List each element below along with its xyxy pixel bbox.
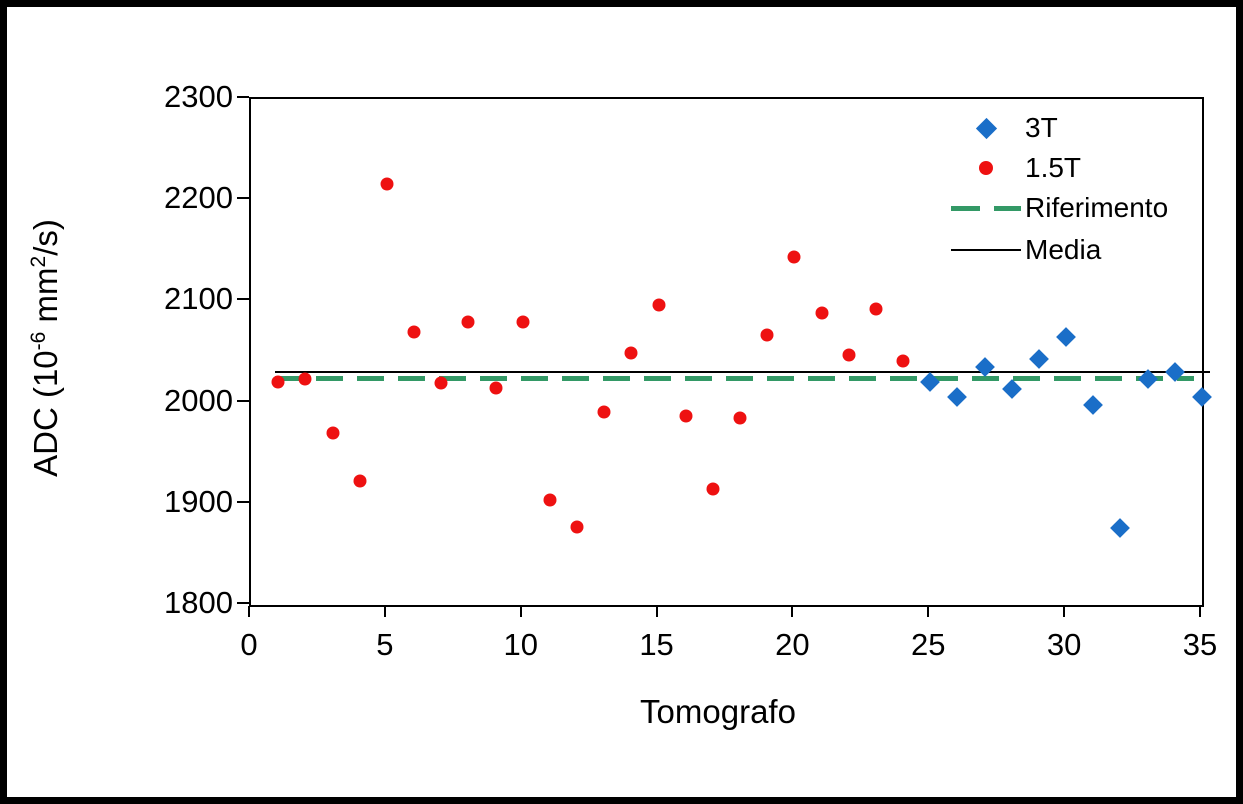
point-1-5t [679, 409, 693, 423]
legend-swatch-3t [951, 108, 1021, 148]
legend-swatch-riferimento [951, 188, 1021, 228]
point-1-5t [326, 426, 339, 440]
y-axis-title-suffix: /s) [27, 219, 64, 256]
point-1-5t [624, 346, 638, 360]
point-1-5t [407, 325, 421, 339]
x-tick-mark [655, 606, 658, 617]
x-tick-label: 30 [1046, 627, 1082, 662]
x-tick-label: 25 [911, 627, 946, 662]
point-3t [1056, 326, 1077, 347]
point-1-5t [787, 250, 801, 264]
y-tick-mark [237, 602, 249, 604]
x-tick-label: 20 [775, 627, 810, 662]
point-1-5t [706, 482, 720, 496]
point-3t [947, 386, 968, 407]
y-axis-title-unit: mm [27, 267, 64, 332]
legend-label-riferimento: Riferimento [1025, 192, 1169, 223]
point-3t [1192, 386, 1212, 407]
point-3t [1083, 394, 1104, 415]
point-1-5t [869, 302, 883, 316]
y-tick-label: 1800 [164, 585, 233, 620]
legend-item-3t: 3T [951, 108, 1201, 148]
riferimento-line [275, 375, 1194, 381]
x-tick-mark [1199, 606, 1201, 617]
media-line [275, 371, 1211, 374]
y-axis-title-sup-square: 2 [27, 255, 50, 268]
point-3t [1001, 379, 1022, 400]
legend: 3T 1.5T Riferimento Media [951, 108, 1201, 272]
y-tick-label: 1900 [164, 483, 233, 519]
circle-marker-icon [979, 161, 993, 175]
point-1-5t [760, 328, 774, 342]
legend-swatch-1-5t [951, 148, 1021, 188]
y-tick-label: 2300 [164, 79, 233, 114]
legend-item-riferimento: Riferimento [951, 188, 1201, 228]
point-1-5t [570, 520, 584, 534]
y-tick-mark [237, 399, 249, 402]
point-1-5t [842, 348, 856, 362]
x-tick-mark [927, 606, 930, 617]
x-tick-mark [791, 606, 794, 617]
legend-label-1-5t: 1.5T [1025, 152, 1082, 183]
legend-label-media: Media [1025, 234, 1102, 265]
diamond-marker-icon [975, 117, 997, 139]
point-1-5t [271, 375, 285, 389]
point-1-5t [380, 177, 394, 191]
y-axis-title-sup-exponent: -6 [27, 331, 50, 351]
x-axis-title: Tomografo [640, 693, 796, 730]
point-1-5t [353, 474, 367, 488]
legend-item-media: Media [951, 228, 1201, 272]
x-tick-mark [248, 606, 250, 617]
point-1-5t [543, 493, 557, 507]
x-tick-mark [383, 606, 386, 617]
point-1-5t [461, 315, 475, 329]
y-tick-mark [237, 298, 249, 301]
x-tick-label: 5 [376, 627, 394, 662]
point-1-5t [896, 354, 910, 368]
point-1-5t [516, 315, 530, 329]
point-1-5t [597, 405, 611, 419]
x-tick-label: 35 [1182, 627, 1218, 662]
legend-item-1-5t: 1.5T [951, 148, 1201, 188]
point-1-5t [434, 376, 448, 390]
y-axis-title: ADC (10-6 mm2/s) [27, 183, 73, 513]
point-1-5t [298, 372, 312, 386]
point-1-5t [489, 381, 503, 395]
point-1-5t [652, 298, 666, 312]
legend-label-3t: 3T [1025, 112, 1058, 143]
point-3t [974, 357, 995, 378]
point-1-5t [733, 411, 747, 425]
x-tick-label: 15 [639, 627, 674, 662]
legend-swatch-media [951, 228, 1021, 272]
x-tick-mark [519, 606, 522, 617]
y-tick-label: 2200 [164, 180, 233, 216]
y-tick-mark [237, 96, 249, 98]
point-1-5t [815, 306, 829, 320]
point-3t [1110, 518, 1131, 538]
y-tick-mark [237, 197, 249, 200]
point-3t [1029, 349, 1049, 369]
x-tick-label: 10 [503, 627, 538, 662]
dashed-line-icon [951, 205, 1021, 211]
solid-line-icon [951, 249, 1021, 251]
y-tick-label: 2100 [164, 281, 233, 317]
plot-area [249, 97, 1212, 607]
x-tick-label: 0 [240, 627, 258, 662]
y-tick-mark [237, 500, 249, 503]
y-axis-title-text: ADC (10 [27, 350, 64, 477]
y-tick-label: 2000 [164, 382, 233, 418]
x-tick-mark [1063, 606, 1066, 617]
